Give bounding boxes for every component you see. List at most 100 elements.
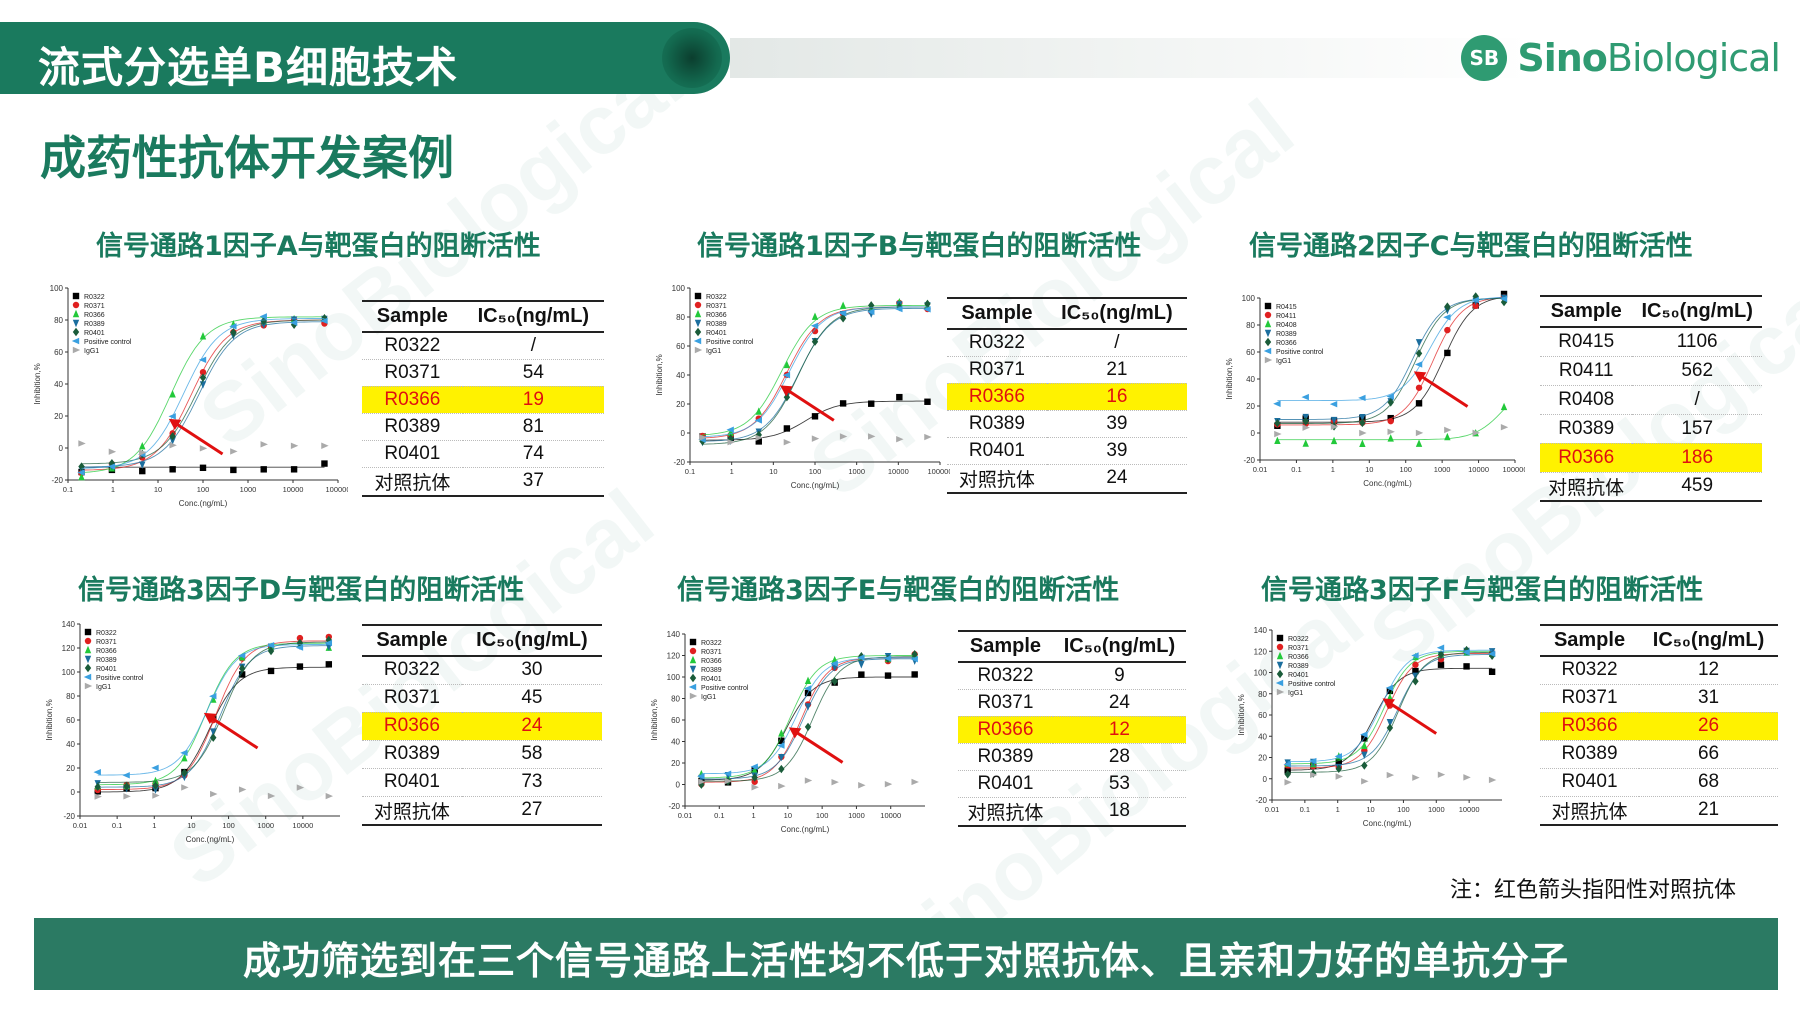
- data-point-r0322: [1463, 663, 1470, 670]
- data-point-positive-control: [1309, 757, 1317, 765]
- panel-title-f: 信号通路3因子F与靶蛋白的阻断活性: [1261, 575, 1704, 606]
- x-tick-label: 10: [784, 811, 792, 820]
- data-point-r0389: [1415, 339, 1423, 347]
- ic50-cell: 21: [1639, 796, 1778, 826]
- data-point-r0371: [296, 634, 304, 642]
- legend-marker: [84, 645, 92, 654]
- x-axis-label: Conc.(ng/mL): [179, 499, 228, 508]
- data-point-r0366: [811, 312, 819, 320]
- data-point-positive-control: [168, 413, 176, 420]
- data-point-igg1: [1463, 774, 1471, 781]
- data-point-igg1: [94, 793, 102, 800]
- legend-label: IgG1: [1288, 690, 1303, 697]
- data-point-igg1: [108, 448, 117, 455]
- data-point-r0322: [139, 467, 146, 475]
- data-point-r0366: [1274, 419, 1281, 428]
- panel-title-e: 信号通路3因子E与靶蛋白的阻断活性: [677, 575, 1120, 606]
- panel-title-a: 信号通路1因子A与靶蛋白的阻断活性: [96, 231, 541, 262]
- data-point-igg1: [123, 793, 131, 800]
- data-point-positive-control: [1436, 644, 1445, 651]
- data-point-r0401: [238, 664, 246, 673]
- data-point-r0322: [325, 661, 333, 668]
- data-point-r0322: [296, 663, 304, 670]
- data-point-positive-control: [266, 641, 275, 649]
- ic50-cell: 30: [461, 656, 602, 685]
- sample-cell: R0366: [958, 716, 1053, 744]
- table-header-row: Sample IC₅₀(ng/mL): [947, 297, 1187, 330]
- legend-label: R0366: [96, 648, 117, 655]
- data-point-positive-control: [259, 313, 267, 320]
- x-tick-label: 0.1: [112, 821, 122, 830]
- x-tick-label: 100: [816, 811, 829, 820]
- panel-title-d: 信号通路3因子D与靶蛋白的阻断活性: [78, 575, 525, 606]
- data-point-r0366: [783, 360, 791, 369]
- legend-label: R0389: [701, 667, 722, 674]
- data-point-igg1: [230, 448, 238, 455]
- red-arrow-head: [1382, 698, 1396, 710]
- data-point-r0366: [1387, 398, 1394, 407]
- data-point-igg1: [1284, 779, 1292, 786]
- ic50-cell: 54: [462, 359, 604, 387]
- fit-curve-r0366: [701, 655, 915, 779]
- data-point-igg1: [811, 435, 820, 442]
- data-point-r0411: [1387, 417, 1394, 425]
- x-tick-label: 10: [1365, 465, 1373, 474]
- legend-label: IgG1: [706, 348, 721, 355]
- table-header-row: Sample IC₅₀(ng/mL): [1540, 295, 1762, 328]
- data-point-r0366: [199, 332, 207, 340]
- table-row: R0389 81: [362, 413, 604, 441]
- data-point-positive-control: [1301, 393, 1309, 401]
- y-tick-label: 40: [54, 380, 63, 389]
- data-point-r0401: [1361, 761, 1368, 770]
- data-point-igg1: [1437, 771, 1446, 778]
- data-point-igg1: [139, 449, 147, 456]
- ic50-cell: 39: [1046, 410, 1187, 438]
- data-point-igg1: [755, 434, 763, 441]
- data-point-igg1: [1274, 430, 1282, 438]
- data-point-r0401: [296, 638, 304, 648]
- legend-marker: [689, 665, 697, 674]
- legend-marker: [694, 301, 702, 309]
- ic50-cell: 74: [462, 440, 604, 468]
- legend-marker: [689, 647, 697, 655]
- legend-label: R0415: [1276, 304, 1297, 311]
- data-point-r0389: [1330, 416, 1338, 425]
- y-tick-label: -20: [1255, 796, 1267, 805]
- legend-marker: [72, 319, 80, 328]
- y-tick-label: 40: [66, 740, 75, 749]
- data-point-r0389: [778, 754, 785, 762]
- header-glow: [662, 28, 722, 88]
- legend-marker: [1276, 634, 1284, 642]
- legend-marker: [72, 292, 80, 300]
- y-tick-label: 0: [1263, 775, 1268, 784]
- column-header-sample: Sample: [362, 624, 462, 657]
- legend-label: Positive control: [96, 675, 144, 682]
- sample-cell: R0389: [947, 410, 1047, 438]
- x-axis-label: Conc.(ng/mL): [781, 825, 830, 834]
- ic50-cell: 9: [1052, 662, 1186, 690]
- sample-cell: 对照抗体: [958, 797, 1053, 827]
- sample-cell: R0401: [1540, 768, 1640, 797]
- column-header-ic50: IC₅₀(ng/mL): [1639, 624, 1778, 657]
- logo-text-b: Biological: [1606, 36, 1781, 80]
- ic50-cell: /: [462, 332, 604, 360]
- y-tick-label: 0: [681, 429, 686, 438]
- data-point-igg1: [884, 780, 893, 788]
- data-point-igg1: [325, 792, 334, 800]
- dose-response-chart-f: -20 0 20 40 60 80 100 120 140 0.01 0.1 1 10 100 1000 10…: [1237, 626, 1502, 828]
- x-tick-label: 100: [1399, 465, 1412, 474]
- y-tick-label: 80: [1246, 321, 1255, 330]
- x-tick-label: 100: [809, 467, 822, 476]
- data-point-r0322: [868, 400, 875, 407]
- data-point-r0322: [896, 393, 903, 401]
- data-point-r0322: [321, 460, 328, 467]
- ic50-cell: 31: [1639, 684, 1778, 713]
- legend-label: R0408: [1276, 322, 1297, 329]
- data-point-igg1: [290, 442, 299, 450]
- ic50-table-d: Sample IC₅₀(ng/mL) R0322 30 R0371 45 R0366 24 R0…: [362, 624, 602, 826]
- y-tick-label: 40: [671, 738, 680, 747]
- x-tick-label: 100: [197, 485, 210, 494]
- dose-response-chart-b: -20 0 20 40 60 80 100 0.1 1 10 100 1000 10000 100000 C…: [655, 284, 950, 490]
- data-point-igg1: [260, 441, 268, 448]
- legend-marker: [1264, 329, 1272, 338]
